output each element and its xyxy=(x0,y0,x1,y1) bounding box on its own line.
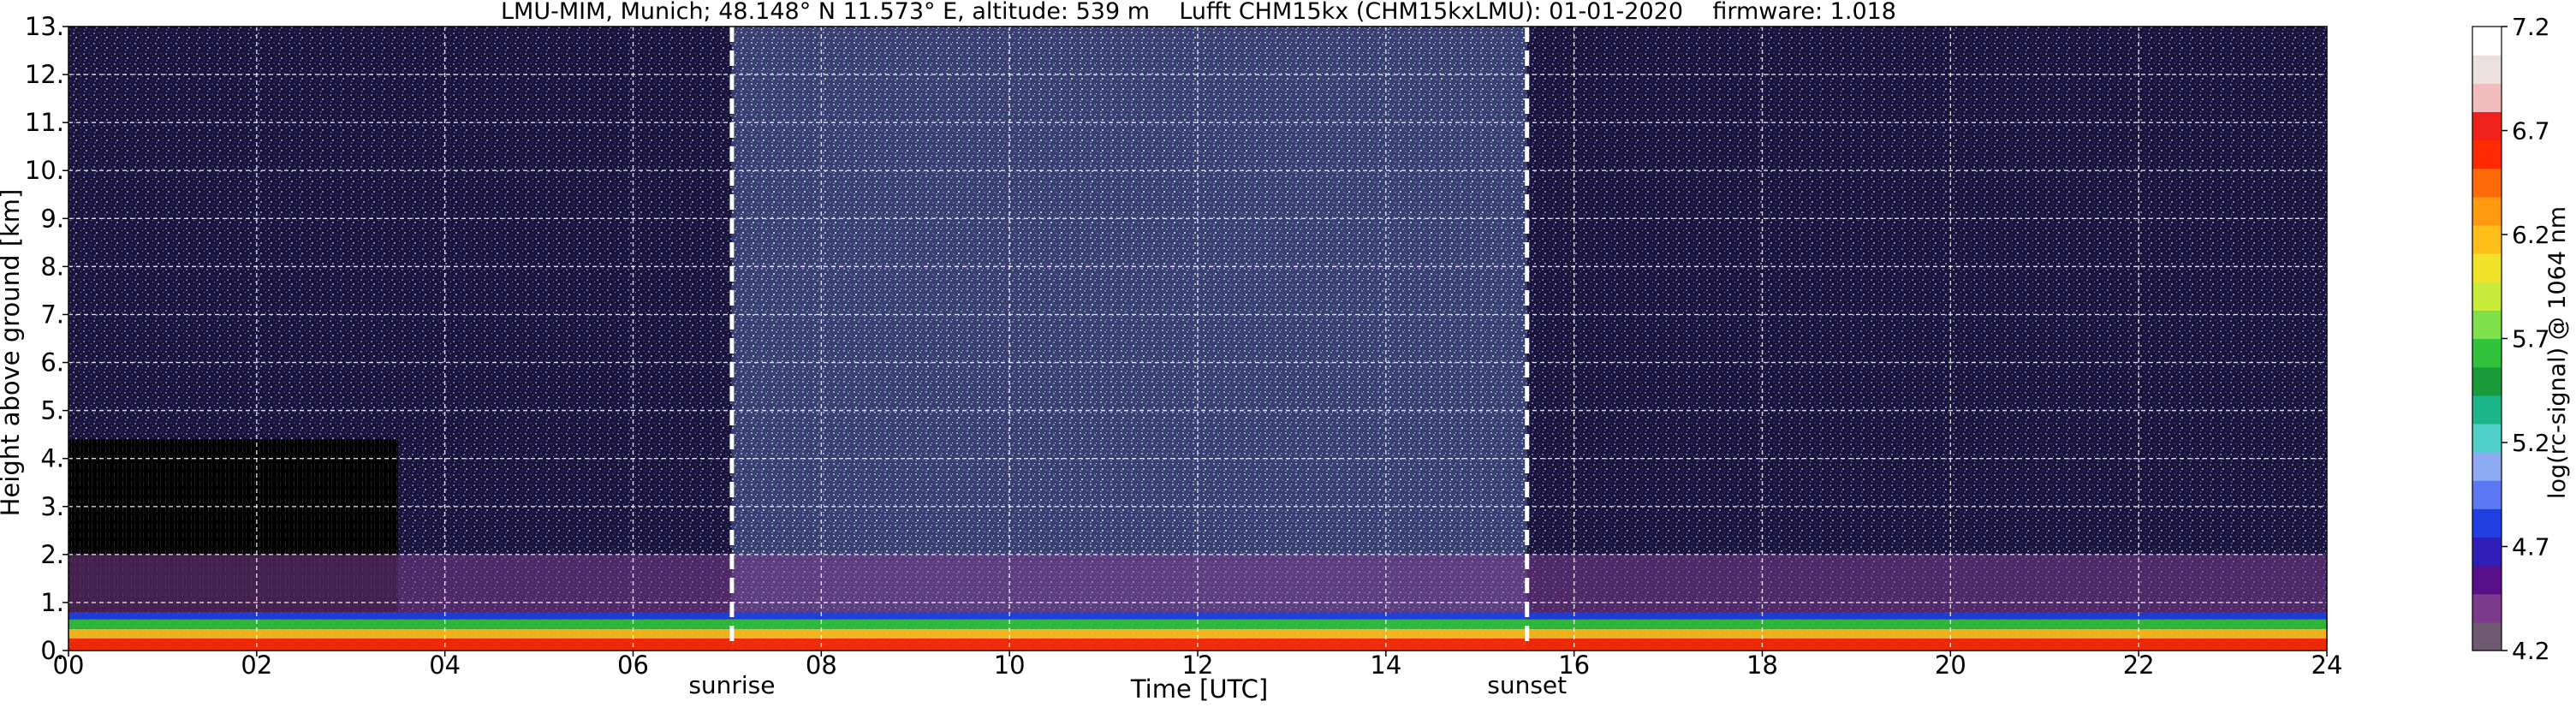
colorbar-tick-label: 5.7 xyxy=(2512,325,2550,354)
x-tick-label: 22 xyxy=(2123,651,2155,680)
colorbar-label: log(rc-signal) @ 1064 nm xyxy=(2544,206,2571,499)
colorbar-segment xyxy=(2472,253,2502,282)
y-tick-label: 9. xyxy=(40,204,64,233)
colorbar-segment xyxy=(2472,27,2502,56)
y-tick-label: 1. xyxy=(40,588,64,617)
y-tick-label: 8. xyxy=(40,252,64,281)
layer-1 xyxy=(68,628,2327,639)
colorbar-segment xyxy=(2472,83,2502,113)
y-tick-label: 4. xyxy=(40,444,64,473)
chart-title: LMU-MIM, Munich; 48.148° N 11.573° E, al… xyxy=(501,0,1896,25)
x-tick-label: 14 xyxy=(1370,651,1401,680)
colorbar-tick-label: 4.7 xyxy=(2512,533,2550,561)
y-tick-label: 5. xyxy=(40,396,64,425)
y-tick-label: 6. xyxy=(40,348,64,377)
y-tick-label: 10. xyxy=(25,156,64,185)
colorbar-segment xyxy=(2472,140,2502,169)
colorbar-segment xyxy=(2472,310,2502,340)
colorbar-segment xyxy=(2472,621,2502,651)
colorbar-segment xyxy=(2472,423,2502,453)
colorbar-tick-label: 5.2 xyxy=(2512,429,2550,457)
colorbar-segment xyxy=(2472,366,2502,396)
x-tick-label: 04 xyxy=(429,651,461,680)
x-tick-label: 24 xyxy=(2311,651,2343,680)
colorbar-segment xyxy=(2472,395,2502,425)
x-tick-label: 18 xyxy=(1746,651,1778,680)
grid-lines xyxy=(68,27,2328,651)
y-tick-label: 3. xyxy=(40,492,64,521)
colorbar-segment xyxy=(2472,282,2502,311)
x-tick-label: 00 xyxy=(53,651,85,680)
colorbar-segment xyxy=(2472,55,2502,84)
marker-label-sunset: sunset xyxy=(1487,671,1567,699)
colorbar-segment xyxy=(2472,338,2502,368)
colorbar-segment xyxy=(2472,224,2502,254)
x-tick-label: 06 xyxy=(617,651,649,680)
y-tick-label: 7. xyxy=(40,300,64,329)
colorbar-tick-label: 7.2 xyxy=(2512,13,2550,41)
background-daylight-noise xyxy=(731,27,1527,651)
y-tick-label: 12. xyxy=(25,60,64,89)
y-axis-label: Height above ground [km] xyxy=(0,189,25,517)
colorbar-segment xyxy=(2472,593,2502,623)
colorbar-tick-label: 4.2 xyxy=(2512,637,2550,665)
y-tick-label: 2. xyxy=(40,540,64,569)
x-tick-label: 16 xyxy=(1558,651,1590,680)
y-tick-label: 0. xyxy=(40,636,64,665)
colorbar-segment xyxy=(2472,111,2502,141)
colorbar-segment xyxy=(2472,480,2502,509)
x-axis-label: Time [UTC] xyxy=(1130,674,1268,704)
colorbar-segment xyxy=(2472,565,2502,595)
x-tick-label: 20 xyxy=(1935,651,1966,680)
sun-markers: sunrise sunset xyxy=(688,27,1567,699)
x-tick-label: 10 xyxy=(994,651,1026,680)
x-tick-label: 12 xyxy=(1182,651,1214,680)
marker-label-sunrise: sunrise xyxy=(688,671,775,699)
y-tick-label: 11. xyxy=(25,108,64,137)
y-tick-label: 13. xyxy=(25,12,64,41)
x-axis-ticks: 00 02 04 06 08 10 12 14 16 18 20 22 24 xyxy=(53,651,2343,680)
layer-2 xyxy=(68,619,2327,629)
colorbar-segment xyxy=(2472,168,2502,198)
colorbar-segment xyxy=(2472,508,2502,538)
colorbar-tick-label: 6.7 xyxy=(2512,117,2550,146)
y-axis-ticks: 0. 1. 2. 3. 4. 5. 6. 7. 8. 9. 10. 11. 12. 13. xyxy=(25,12,68,665)
colorbar-tick-label: 6.2 xyxy=(2512,221,2550,249)
x-tick-label: 02 xyxy=(241,651,272,680)
colorbar-segment xyxy=(2472,452,2502,481)
colorbar-segment xyxy=(2472,537,2502,567)
x-tick-label: 08 xyxy=(806,651,837,680)
colorbar-segment xyxy=(2472,196,2502,226)
colorbar: 4.2 4.7 5.2 5.7 6.2 6.7 7.2 xyxy=(2472,13,2550,665)
